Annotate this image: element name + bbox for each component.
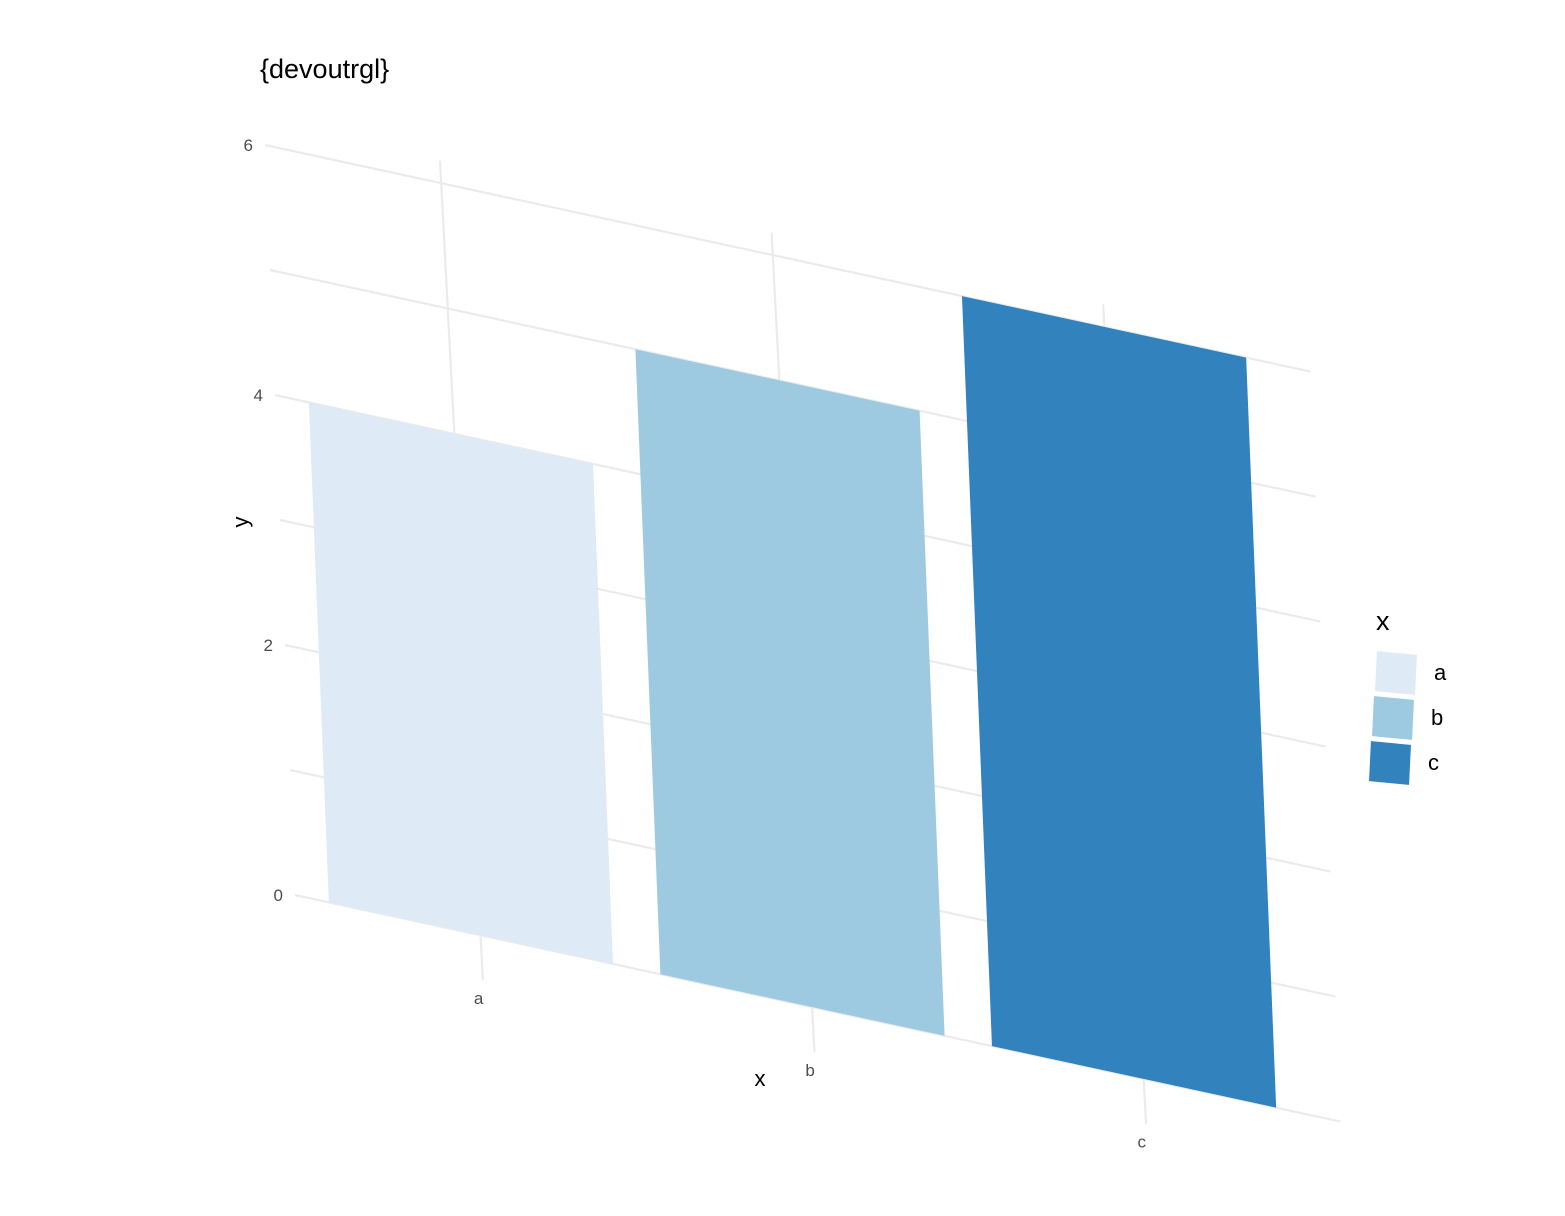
x-tick-label: c	[1137, 1133, 1146, 1152]
bars	[308, 296, 1277, 1108]
x-tick-label: b	[805, 1061, 814, 1080]
bar-a	[308, 402, 614, 964]
y-tick-label: 0	[274, 886, 283, 905]
legend-label: b	[1431, 705, 1443, 730]
y-axis-title: y	[228, 517, 253, 528]
legend-key-a	[1372, 648, 1420, 698]
legend-key-b	[1369, 693, 1417, 743]
legend-title: x	[1376, 606, 1390, 636]
chart-title: {devoutrgl}	[260, 54, 389, 84]
y-tick-label: 4	[254, 386, 263, 405]
bar-b	[635, 349, 945, 1036]
x-tick-labels: a b c	[474, 989, 1147, 1152]
x-tick-label: a	[474, 989, 484, 1008]
x-axis-title: x	[755, 1066, 766, 1091]
y-tick-labels: 0 2 4 6	[244, 136, 283, 905]
bar-c	[961, 296, 1277, 1108]
y-tick-label: 6	[244, 136, 253, 155]
legend-label: a	[1434, 660, 1447, 685]
y-tick-label: 2	[264, 636, 273, 655]
legend-label: c	[1428, 750, 1439, 775]
legend-key-c	[1366, 738, 1414, 788]
legend: x abc	[1366, 606, 1447, 788]
